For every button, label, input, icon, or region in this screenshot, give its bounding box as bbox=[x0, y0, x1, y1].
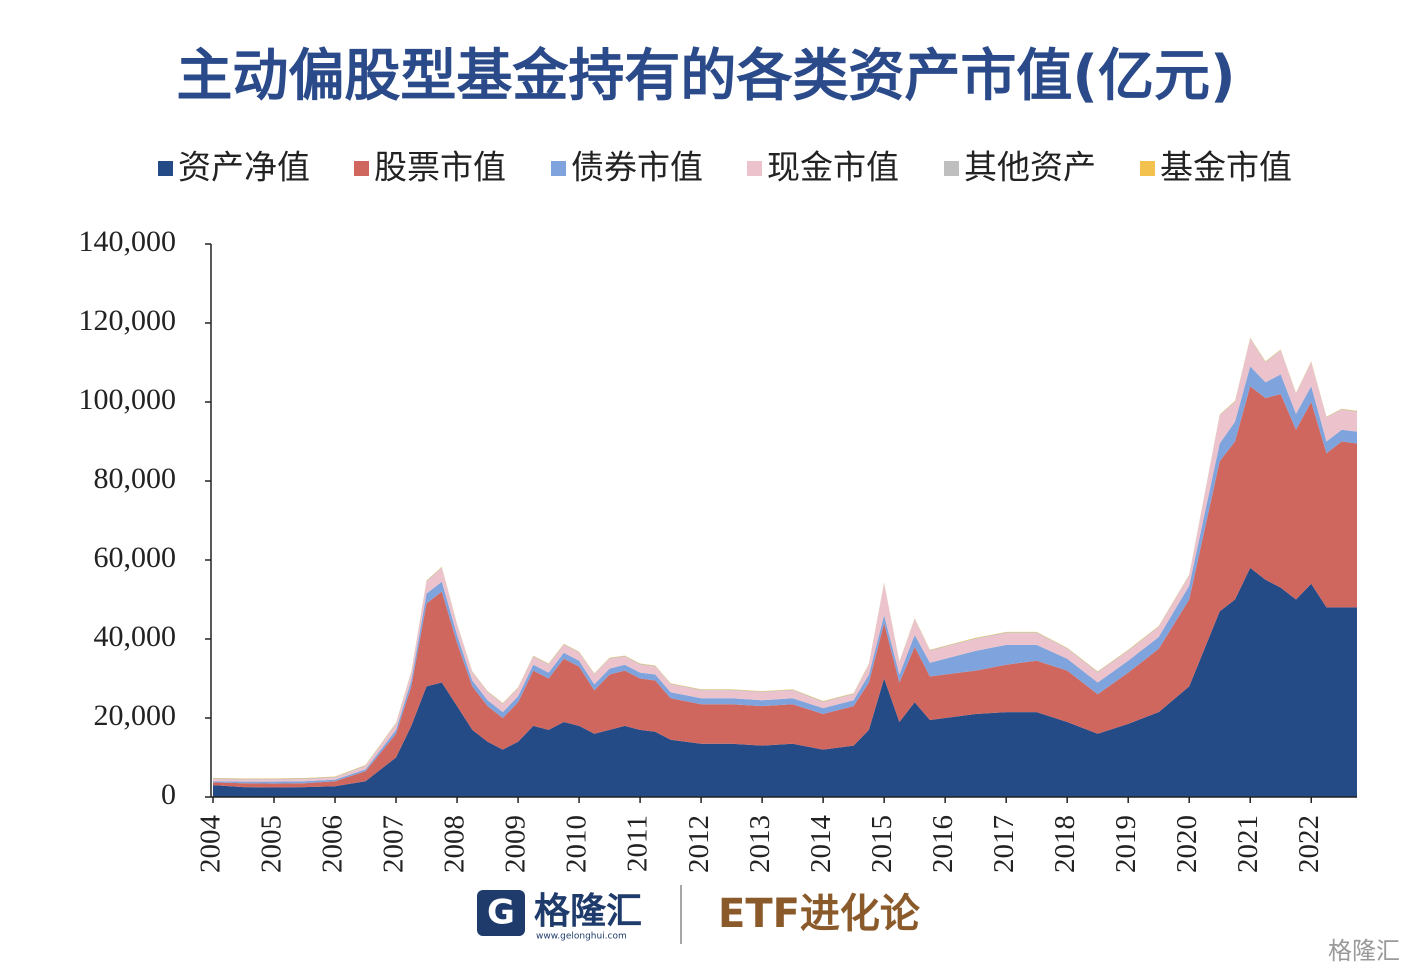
y-tick-label: 120,000 bbox=[79, 304, 177, 337]
x-tick-label: 2006 bbox=[317, 815, 349, 873]
legend-label: 资产净值 bbox=[178, 148, 310, 187]
x-tick-label: 2014 bbox=[805, 815, 837, 874]
y-tick-label: 20,000 bbox=[94, 699, 177, 732]
x-tick-label: 2018 bbox=[1049, 815, 1081, 873]
x-tick-label: 2017 bbox=[988, 815, 1020, 873]
logo-glyph: G bbox=[487, 893, 515, 933]
legend-label: 其他资产 bbox=[964, 148, 1096, 187]
chart-title: 主动偏股型基金持有的各类资产市值(亿元) bbox=[176, 44, 1235, 109]
x-tick-label: 2013 bbox=[744, 815, 776, 873]
y-tick-label: 100,000 bbox=[79, 383, 177, 416]
legend-label: 现金市值 bbox=[767, 148, 899, 187]
legend-swatch bbox=[354, 161, 369, 176]
area bbox=[213, 338, 1357, 782]
area bbox=[213, 567, 1357, 797]
y-tick-label: 140,000 bbox=[79, 225, 177, 258]
logo-icon bbox=[477, 890, 525, 936]
footer: G 格隆汇 www.gelonghui.com ETF进化论 格隆汇 bbox=[477, 885, 1400, 965]
x-tick-label: 2008 bbox=[439, 815, 471, 873]
x-tick-label: 2011 bbox=[622, 815, 654, 872]
x-tick-label: 2022 bbox=[1293, 815, 1325, 873]
watermark: 格隆汇 bbox=[1328, 937, 1400, 965]
area bbox=[213, 386, 1357, 788]
area bbox=[213, 366, 1357, 784]
plot-area: 0 20,000 40,000 60,000 80,000 100,000 120,000 1… bbox=[79, 225, 1357, 874]
legend-swatch bbox=[158, 161, 173, 176]
x-tick-label: 2009 bbox=[500, 815, 532, 873]
x-tick-label: 2004 bbox=[195, 815, 227, 874]
y-tick-label: 40,000 bbox=[94, 620, 177, 653]
x-tick-label: 2020 bbox=[1171, 815, 1203, 873]
legend-label: 债券市值 bbox=[571, 148, 703, 187]
legend-label: 基金市值 bbox=[1160, 148, 1292, 187]
x-tick-label: 2010 bbox=[561, 815, 593, 873]
x-tick-label: 2005 bbox=[256, 815, 288, 873]
legend-swatch bbox=[551, 161, 566, 176]
legend-swatch bbox=[1140, 161, 1155, 176]
legend-swatch bbox=[747, 161, 762, 176]
legend: 资产净值 股票市值 债券市值 现金市值 其他资产 基金市值 bbox=[158, 148, 1292, 187]
y-tick-label: 60,000 bbox=[94, 541, 177, 574]
legend-label: 股票市值 bbox=[374, 148, 506, 187]
y-tick-label: 80,000 bbox=[94, 462, 177, 495]
y-tick-label: 0 bbox=[161, 778, 176, 811]
x-tick-label: 2015 bbox=[866, 815, 898, 873]
logo-text: 格隆汇 bbox=[534, 891, 642, 932]
x-tick-label: 2012 bbox=[683, 815, 715, 873]
x-tick-label: 2007 bbox=[378, 815, 410, 873]
logo-url: www.gelonghui.com bbox=[536, 932, 627, 942]
x-tick-label: 2021 bbox=[1232, 815, 1264, 873]
x-tick-label: 2016 bbox=[927, 815, 959, 873]
x-tick-label: 2019 bbox=[1110, 815, 1142, 873]
brand-text: ETF进化论 bbox=[718, 891, 921, 937]
legend-swatch bbox=[944, 161, 959, 176]
